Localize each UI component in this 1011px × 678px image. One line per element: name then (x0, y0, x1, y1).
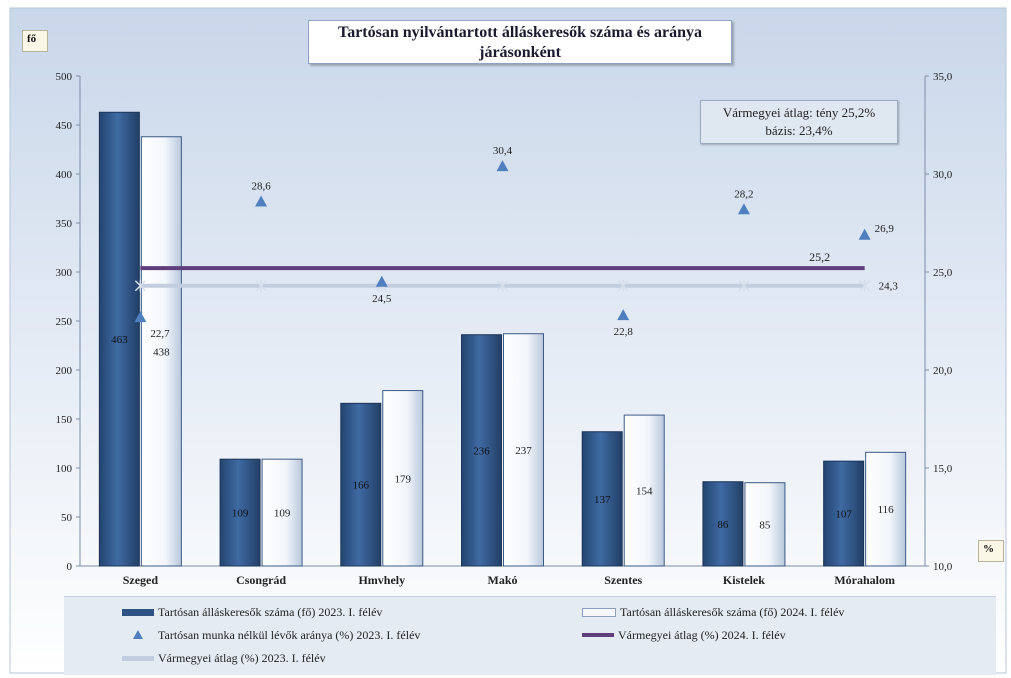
ratio-value-label: 30,4 (493, 145, 513, 157)
ratio-value-label: 28,6 (251, 180, 271, 192)
bar-2024 (261, 458, 303, 567)
legend-swatch-avg-2023 (122, 655, 154, 661)
ratio-point (737, 203, 750, 215)
x-axis-category-label: Hmvhely (358, 573, 405, 587)
avg-2023-marker (617, 279, 629, 292)
average-note-line-1: Vármegyei átlag: tény 25,2% (722, 105, 876, 120)
ratio-value-label: 26,9 (875, 223, 895, 235)
bar-2024 (140, 136, 182, 567)
bar-2023 (823, 460, 865, 567)
x-axis-category-label: Kistelek (723, 573, 765, 587)
left-axis-tick-label: 250 (56, 316, 73, 328)
legend-item-avg-2023: Vármegyei átlag (%) 2023. I. félév (122, 649, 326, 667)
legend-label-ratio-2023: Tartósan munka nélkül lévők aránya (%) 2… (158, 627, 421, 642)
legend-item-avg-2024: Vármegyei átlag (%) 2024. I. félév (582, 626, 786, 644)
legend-swatch-dark-bar (122, 608, 154, 616)
avg-2023-marker (134, 279, 146, 292)
x-axis-category-label: Makó (488, 573, 518, 587)
bar-2023 (581, 431, 623, 567)
legend-item-bar-2024: Tartósan álláskeresők száma (fő) 2024. I… (582, 603, 844, 621)
legend-label-avg-2024: Vármegyei átlag (%) 2024. I. félév (618, 627, 786, 642)
legend-triangle-icon (133, 630, 143, 639)
left-axis-tick-label: 400 (56, 169, 73, 181)
bar-2024-value-label: 154 (636, 486, 653, 498)
average-note-line-2: bázis: 23,4% (765, 123, 833, 138)
ratio-point (255, 195, 268, 207)
right-axis-tick-label: 15,0 (933, 463, 953, 475)
right-axis-unit-label: % (978, 540, 1004, 562)
bar-2024 (623, 414, 665, 567)
bar-2023 (461, 334, 502, 567)
ratio-point (375, 275, 388, 287)
right-axis-tick-label: 30,0 (933, 169, 953, 181)
ratio-value-label: 28,2 (734, 188, 753, 200)
bar-2024-value-label: 237 (515, 445, 532, 457)
bar-2023-value-label: 166 (353, 480, 370, 492)
bar-2023 (340, 402, 382, 567)
left-axis-tick-label: 450 (56, 120, 73, 132)
bar-2023-value-label: 109 (232, 508, 249, 520)
legend-swatch-light-bar (582, 607, 616, 617)
bar-2023 (219, 458, 261, 567)
right-axis-tick-label: 20,0 (933, 365, 953, 377)
left-axis-tick-label: 0 (67, 561, 73, 573)
right-axis-tick-label: 35,0 (933, 71, 953, 83)
left-axis-tick-label: 350 (56, 218, 73, 230)
ratio-value-label: 22,8 (614, 326, 634, 338)
left-axis-tick-label: 50 (61, 512, 73, 524)
chart-legend: Tartósan álláskeresők száma (fő) 2023. I… (64, 596, 996, 675)
bar-2024 (744, 482, 786, 567)
x-axis-category-label: Csongrád (236, 573, 286, 587)
left-axis-tick-label: 300 (56, 267, 73, 279)
chart-title: Tartósan nyilvántartott álláskeresők szá… (308, 20, 732, 64)
avg-2023-end-label: 24,3 (879, 281, 899, 293)
ratio-point (617, 309, 630, 321)
bar-2023-value-label: 463 (111, 334, 128, 346)
chart-title-line-1: Tartósan nyilvántartott álláskeresők szá… (338, 24, 702, 41)
left-axis-tick-label: 100 (56, 463, 73, 475)
bar-2023-value-label: 107 (835, 509, 852, 521)
avg-2023-marker (496, 279, 509, 292)
bar-2023 (702, 481, 744, 567)
bar-2024 (382, 390, 424, 567)
bar-2023-value-label: 236 (473, 445, 490, 457)
legend-label-bar-2024: Tartósan álláskeresők száma (fő) 2024. I… (620, 604, 845, 619)
bar-2023-value-label: 86 (717, 519, 729, 531)
right-axis-tick-label: 25,0 (933, 267, 953, 279)
ratio-value-label: 24,5 (372, 293, 392, 305)
bar-2024 (865, 451, 907, 567)
bar-2023 (98, 111, 140, 567)
left-axis-tick-label: 200 (56, 365, 73, 377)
x-axis-category-label: Szentes (604, 573, 642, 587)
avg-2023-marker (859, 279, 871, 292)
chart-title-line-2: járásonként (479, 44, 561, 61)
right-axis-tick-label: 10,0 (933, 561, 953, 573)
avg-2024-end-label: 25,2 (809, 250, 830, 264)
avg-2023-marker (738, 279, 750, 292)
average-note-box: Vármegyei átlag: tény 25,2% bázis: 23,4% (700, 100, 898, 144)
legend-label-bar-2023: Tartósan álláskeresők száma (fő) 2023. I… (158, 604, 383, 619)
legend-item-bar-2023: Tartósan álláskeresők száma (fő) 2023. I… (122, 603, 382, 621)
bar-2024-value-label: 109 (274, 508, 291, 520)
legend-swatch-avg-2024 (582, 633, 614, 637)
bar-2023-value-label: 137 (594, 494, 611, 506)
legend-item-ratio-2023: Tartósan munka nélkül lévők aránya (%) 2… (122, 626, 420, 644)
ratio-point (496, 160, 509, 172)
bar-2024-value-label: 179 (395, 473, 412, 485)
legend-label-avg-2023: Vármegyei átlag (%) 2023. I. félév (158, 650, 326, 665)
bar-2024-value-label: 438 (153, 346, 170, 358)
ratio-point (134, 311, 147, 323)
bar-2024 (503, 333, 544, 567)
x-axis-category-label: Szeged (123, 573, 159, 587)
bar-2024-value-label: 116 (878, 504, 895, 516)
avg-2023-marker (255, 279, 267, 292)
left-axis-tick-label: 150 (56, 414, 73, 426)
x-axis-category-label: Mórahalom (834, 573, 895, 587)
left-axis-tick-label: 500 (56, 71, 73, 83)
ratio-value-label: 22,7 (150, 328, 170, 340)
left-axis-unit-label: fő (22, 30, 48, 52)
ratio-point (858, 228, 871, 240)
bar-2024-value-label: 85 (759, 519, 771, 531)
